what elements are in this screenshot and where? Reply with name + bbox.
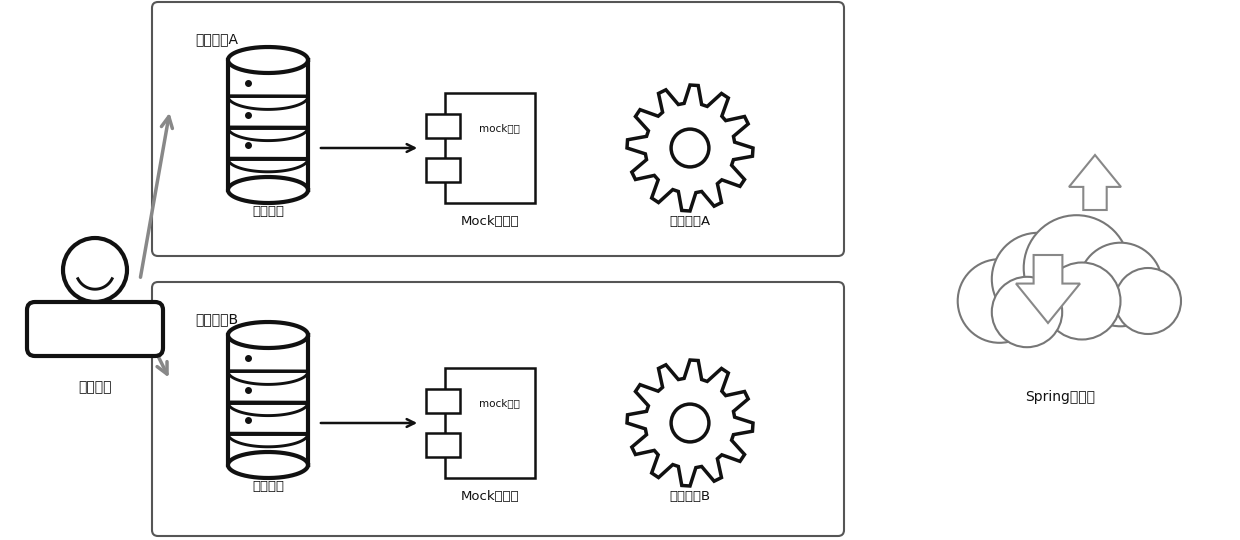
FancyBboxPatch shape xyxy=(427,158,460,182)
Circle shape xyxy=(671,129,709,167)
Circle shape xyxy=(957,259,1042,343)
Polygon shape xyxy=(228,47,308,73)
Polygon shape xyxy=(627,360,753,486)
Text: Mock的服务: Mock的服务 xyxy=(461,490,520,503)
Circle shape xyxy=(671,404,709,442)
Circle shape xyxy=(1115,268,1180,334)
Text: mock服务: mock服务 xyxy=(479,123,520,133)
FancyBboxPatch shape xyxy=(153,282,844,536)
Polygon shape xyxy=(1016,255,1080,323)
Text: mock服务: mock服务 xyxy=(479,398,520,408)
Circle shape xyxy=(63,238,126,302)
Text: 测试流程B: 测试流程B xyxy=(670,490,711,503)
Text: 开发人员: 开发人员 xyxy=(78,380,112,394)
Circle shape xyxy=(1024,215,1130,321)
Polygon shape xyxy=(1069,155,1121,210)
Polygon shape xyxy=(83,314,107,322)
Circle shape xyxy=(1079,242,1162,326)
Circle shape xyxy=(992,277,1063,347)
Polygon shape xyxy=(627,85,753,211)
Polygon shape xyxy=(228,177,308,203)
Text: 测试用例B: 测试用例B xyxy=(195,312,238,326)
Text: Spring上下文: Spring上下文 xyxy=(1025,390,1095,404)
Text: 测试数据: 测试数据 xyxy=(252,205,284,218)
Circle shape xyxy=(992,233,1084,325)
Text: 测试用例A: 测试用例A xyxy=(195,32,238,46)
Polygon shape xyxy=(228,60,308,190)
Text: 测试数据: 测试数据 xyxy=(252,480,284,493)
Polygon shape xyxy=(228,322,308,348)
FancyBboxPatch shape xyxy=(427,433,460,457)
Text: Mock的服务: Mock的服务 xyxy=(461,215,520,228)
Polygon shape xyxy=(228,335,308,465)
FancyBboxPatch shape xyxy=(27,302,162,356)
FancyBboxPatch shape xyxy=(427,114,460,138)
FancyBboxPatch shape xyxy=(427,389,460,413)
Polygon shape xyxy=(228,452,308,478)
FancyBboxPatch shape xyxy=(445,368,534,478)
FancyBboxPatch shape xyxy=(153,2,844,256)
FancyBboxPatch shape xyxy=(445,93,534,203)
Text: 测试流程A: 测试流程A xyxy=(670,215,711,228)
Circle shape xyxy=(1044,262,1121,340)
